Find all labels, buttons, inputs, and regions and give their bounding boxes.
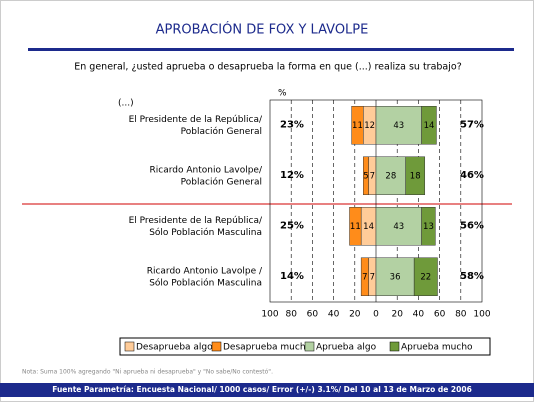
bar-segment xyxy=(349,207,362,246)
value-label: 14 xyxy=(424,121,435,131)
x-tick-label: 100 xyxy=(473,310,490,320)
source-bar xyxy=(0,383,534,397)
x-tick-label: 80 xyxy=(455,310,467,320)
category-label: Población General xyxy=(181,126,262,137)
bar-segment xyxy=(421,106,437,145)
chart-title: APROBACIÓN DE FOX Y LAVOLPE xyxy=(156,22,369,38)
legend-label: Aprueba mucho xyxy=(401,343,473,353)
x-tick-label: 80 xyxy=(285,310,297,320)
value-label: 22 xyxy=(420,272,431,282)
bar-segment xyxy=(363,156,369,195)
x-tick-label: 40 xyxy=(328,310,340,320)
bar-segment xyxy=(421,207,436,246)
value-label: 12 xyxy=(364,121,375,131)
subtitle: En general, ¿usted aprueba o desaprueba … xyxy=(74,62,462,73)
total-label: 56% xyxy=(460,220,484,231)
category-label: El Presidente de la República/ xyxy=(129,216,263,226)
value-label: 13 xyxy=(423,222,434,232)
value-label: 5 xyxy=(363,171,368,181)
value-label: 7 xyxy=(370,171,375,181)
value-label: 14 xyxy=(363,222,374,232)
value-label: 43 xyxy=(393,121,404,131)
x-tick-label: 20 xyxy=(349,310,361,320)
bar-segment xyxy=(375,207,422,246)
value-label: 28 xyxy=(385,171,396,181)
note: Nota: Suma 100% agregando "Ni aprueba ni… xyxy=(22,369,273,376)
total-label: 12% xyxy=(280,170,304,181)
bar-segment xyxy=(375,257,415,296)
x-tick-label: 20 xyxy=(391,310,403,320)
x-tick-label: 40 xyxy=(413,310,425,320)
value-label: 7 xyxy=(362,272,367,282)
value-label: 36 xyxy=(390,272,401,282)
bar-segment xyxy=(375,106,422,145)
x-tick-label: 60 xyxy=(434,310,446,320)
value-label: 11 xyxy=(350,222,361,232)
category-label: Sólo Población Masculina xyxy=(149,227,262,238)
bar-segment xyxy=(413,257,438,296)
bar-segment xyxy=(405,156,426,195)
legend-swatch xyxy=(124,341,135,352)
value-label: 11 xyxy=(352,121,363,131)
total-label: 58% xyxy=(460,271,484,282)
total-label: 25% xyxy=(280,220,304,231)
legend-label: Aprueba algo xyxy=(316,343,377,353)
total-label: 46% xyxy=(460,170,484,181)
category-header: (...) xyxy=(118,99,134,109)
value-label: 43 xyxy=(393,222,404,232)
value-label: 7 xyxy=(370,272,375,282)
legend-swatch xyxy=(211,341,222,352)
legend-swatch xyxy=(304,341,315,352)
legend-swatch xyxy=(389,341,400,352)
legend-label: Desaprueba mucho xyxy=(223,343,312,353)
x-tick-label: 0 xyxy=(373,310,379,320)
x-tick-label: 100 xyxy=(261,310,278,320)
total-label: 14% xyxy=(280,271,304,282)
category-label: Ricardo Antonio Lavolpe/ xyxy=(150,165,263,175)
bar-segment xyxy=(360,257,369,296)
total-label: 57% xyxy=(460,119,484,130)
total-label: 23% xyxy=(280,119,304,130)
title-rule xyxy=(28,48,514,51)
total-header: % xyxy=(278,89,287,99)
category-label: El Presidente de la República/ xyxy=(129,115,263,125)
value-label: 18 xyxy=(410,171,421,181)
bar-segment xyxy=(351,106,364,145)
source: Fuente Parametría: Encuesta Nacional/ 10… xyxy=(52,385,472,394)
category-label: Población General xyxy=(181,176,262,187)
legend-label: Desaprueba algo xyxy=(136,343,213,353)
category-label: Ricardo Antonio Lavolpe / xyxy=(147,266,263,276)
x-tick-label: 60 xyxy=(307,310,319,320)
category-label: Sólo Población Masculina xyxy=(149,277,262,288)
